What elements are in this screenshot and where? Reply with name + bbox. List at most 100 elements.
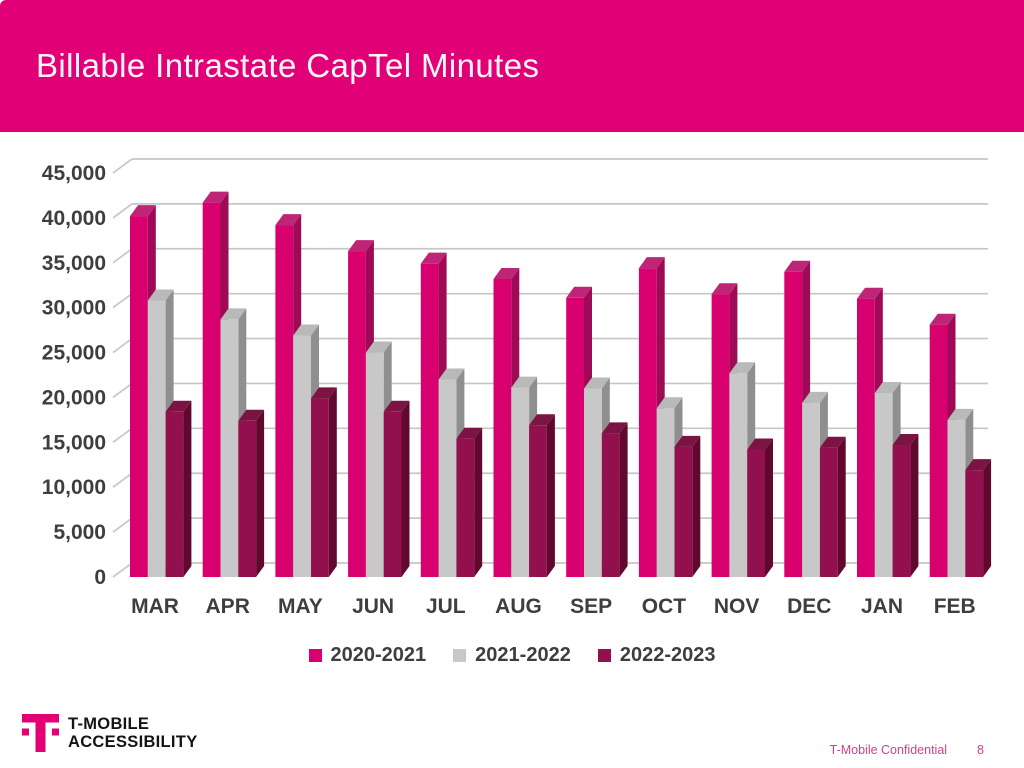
bar-top (729, 362, 756, 374)
bar-top (238, 409, 265, 421)
bar-2020-2021-FEB (929, 324, 948, 577)
bar-2022-2023-MAR (165, 411, 184, 577)
x-axis-label: JUL (426, 595, 466, 618)
bar-top (130, 205, 156, 217)
bar-2021-2022-OCT (656, 408, 675, 577)
bar-2021-2022-MAR (147, 300, 166, 577)
bar-top (601, 422, 628, 434)
bar-top (892, 434, 919, 446)
bar-top (165, 400, 192, 412)
legend-swatch (453, 649, 467, 662)
bar-2022-2023-FEB (965, 470, 984, 577)
y-axis-label: 25,000 (42, 342, 106, 365)
bar-top (784, 260, 811, 272)
x-axis-label: DEC (787, 595, 831, 618)
legend-swatch (597, 649, 611, 662)
axis-tick (112, 248, 133, 264)
bar-side (619, 422, 628, 577)
y-axis-label: 40,000 (42, 207, 106, 230)
bar-side (401, 400, 410, 577)
legend-item: 2022-2023 (597, 644, 716, 667)
confidential-label: T-Mobile Confidential (829, 743, 948, 757)
logo-line1: T-MOBILE (68, 714, 150, 733)
axis-tick (112, 382, 133, 399)
bar-2021-2022-JUN (365, 352, 384, 577)
x-axis-label: JAN (861, 595, 903, 618)
bar-2020-2021-SEP (566, 297, 584, 577)
bar-top (656, 397, 683, 409)
y-axis-label: 35,000 (42, 252, 106, 275)
bar-top (147, 289, 174, 301)
legend-swatch (308, 649, 322, 662)
bar-top (819, 436, 846, 448)
bar-2021-2022-SEP (584, 388, 602, 577)
bar-2022-2023-APR (238, 420, 257, 577)
bar-top (275, 214, 302, 226)
legend-label: 2022-2023 (619, 644, 716, 666)
bar-side (474, 427, 483, 577)
legend-item: 2020-2021 (308, 644, 426, 667)
bar-2021-2022-NOV (729, 373, 748, 577)
bar-2020-2021-JUN (348, 251, 366, 577)
y-axis-label: 45,000 (42, 162, 106, 185)
slide-footer: T-Mobile Confidential 8 (830, 743, 984, 757)
x-axis-label: NOV (714, 595, 760, 618)
x-axis-label: SEP (570, 595, 612, 618)
legend-label: 2021-2022 (475, 644, 571, 666)
x-axis-label: MAY (278, 595, 323, 618)
x-axis-label: APR (206, 595, 250, 618)
x-axis-label: AUG (495, 595, 542, 618)
bar-top (293, 324, 319, 336)
bar-top (529, 414, 555, 426)
bar-top (929, 313, 956, 325)
bar-top (456, 427, 483, 439)
x-axis-label: JUN (352, 595, 394, 618)
bar-top (802, 391, 828, 403)
bar-2022-2023-JUN (383, 411, 402, 577)
bar-2022-2023-AUG (529, 425, 547, 577)
bar-top (493, 267, 520, 279)
axis-tick (112, 427, 133, 444)
bar-2022-2023-OCT (674, 446, 693, 577)
bar-side (328, 387, 337, 577)
bar-top (965, 459, 992, 471)
axis-tick (112, 158, 133, 174)
page-title: Billable Intrastate CapTel Minutes (36, 47, 540, 84)
bar-top (674, 435, 701, 447)
bar-2022-2023-SEP (601, 433, 620, 577)
bar-2021-2022-APR (220, 319, 239, 577)
bar-2020-2021-MAR (130, 216, 148, 577)
bar-2022-2023-JAN (892, 445, 911, 577)
bar-2020-2021-NOV (711, 294, 730, 577)
bar-top (220, 308, 247, 320)
bar-top (365, 341, 392, 353)
slide-header: Billable Intrastate CapTel Minutes (0, 0, 1024, 132)
bar-top (311, 387, 337, 399)
bar-2020-2021-JUL (420, 263, 439, 577)
bar-2021-2022-MAY (293, 335, 311, 577)
bar-top (420, 252, 447, 264)
axis-tick (112, 472, 133, 488)
bar-2021-2022-DEC (802, 402, 820, 577)
y-axis-label: 15,000 (42, 431, 106, 454)
bar-2022-2023-NOV (747, 449, 765, 577)
legend-item: 2021-2022 (453, 644, 571, 667)
bar-2021-2022-JUL (438, 379, 457, 577)
bar-top (383, 400, 410, 412)
y-axis-label: 30,000 (42, 297, 106, 320)
page-number: 8 (977, 743, 984, 757)
bar-2020-2021-APR (202, 202, 221, 578)
bar-top (348, 240, 374, 252)
bar-2020-2021-JAN (857, 298, 875, 577)
chart-legend: 2020-2021 2021-2022 2022-2023 (0, 644, 1024, 667)
bar-top (438, 368, 465, 380)
bar-2021-2022-FEB (947, 419, 966, 577)
bar-side (765, 438, 773, 577)
bar-2020-2021-MAY (275, 225, 294, 577)
bar-2022-2023-JUL (456, 438, 475, 577)
bar-side (692, 435, 701, 577)
bar-top (857, 287, 883, 299)
bar-2022-2023-DEC (819, 447, 838, 577)
bar-2020-2021-AUG (493, 278, 512, 577)
